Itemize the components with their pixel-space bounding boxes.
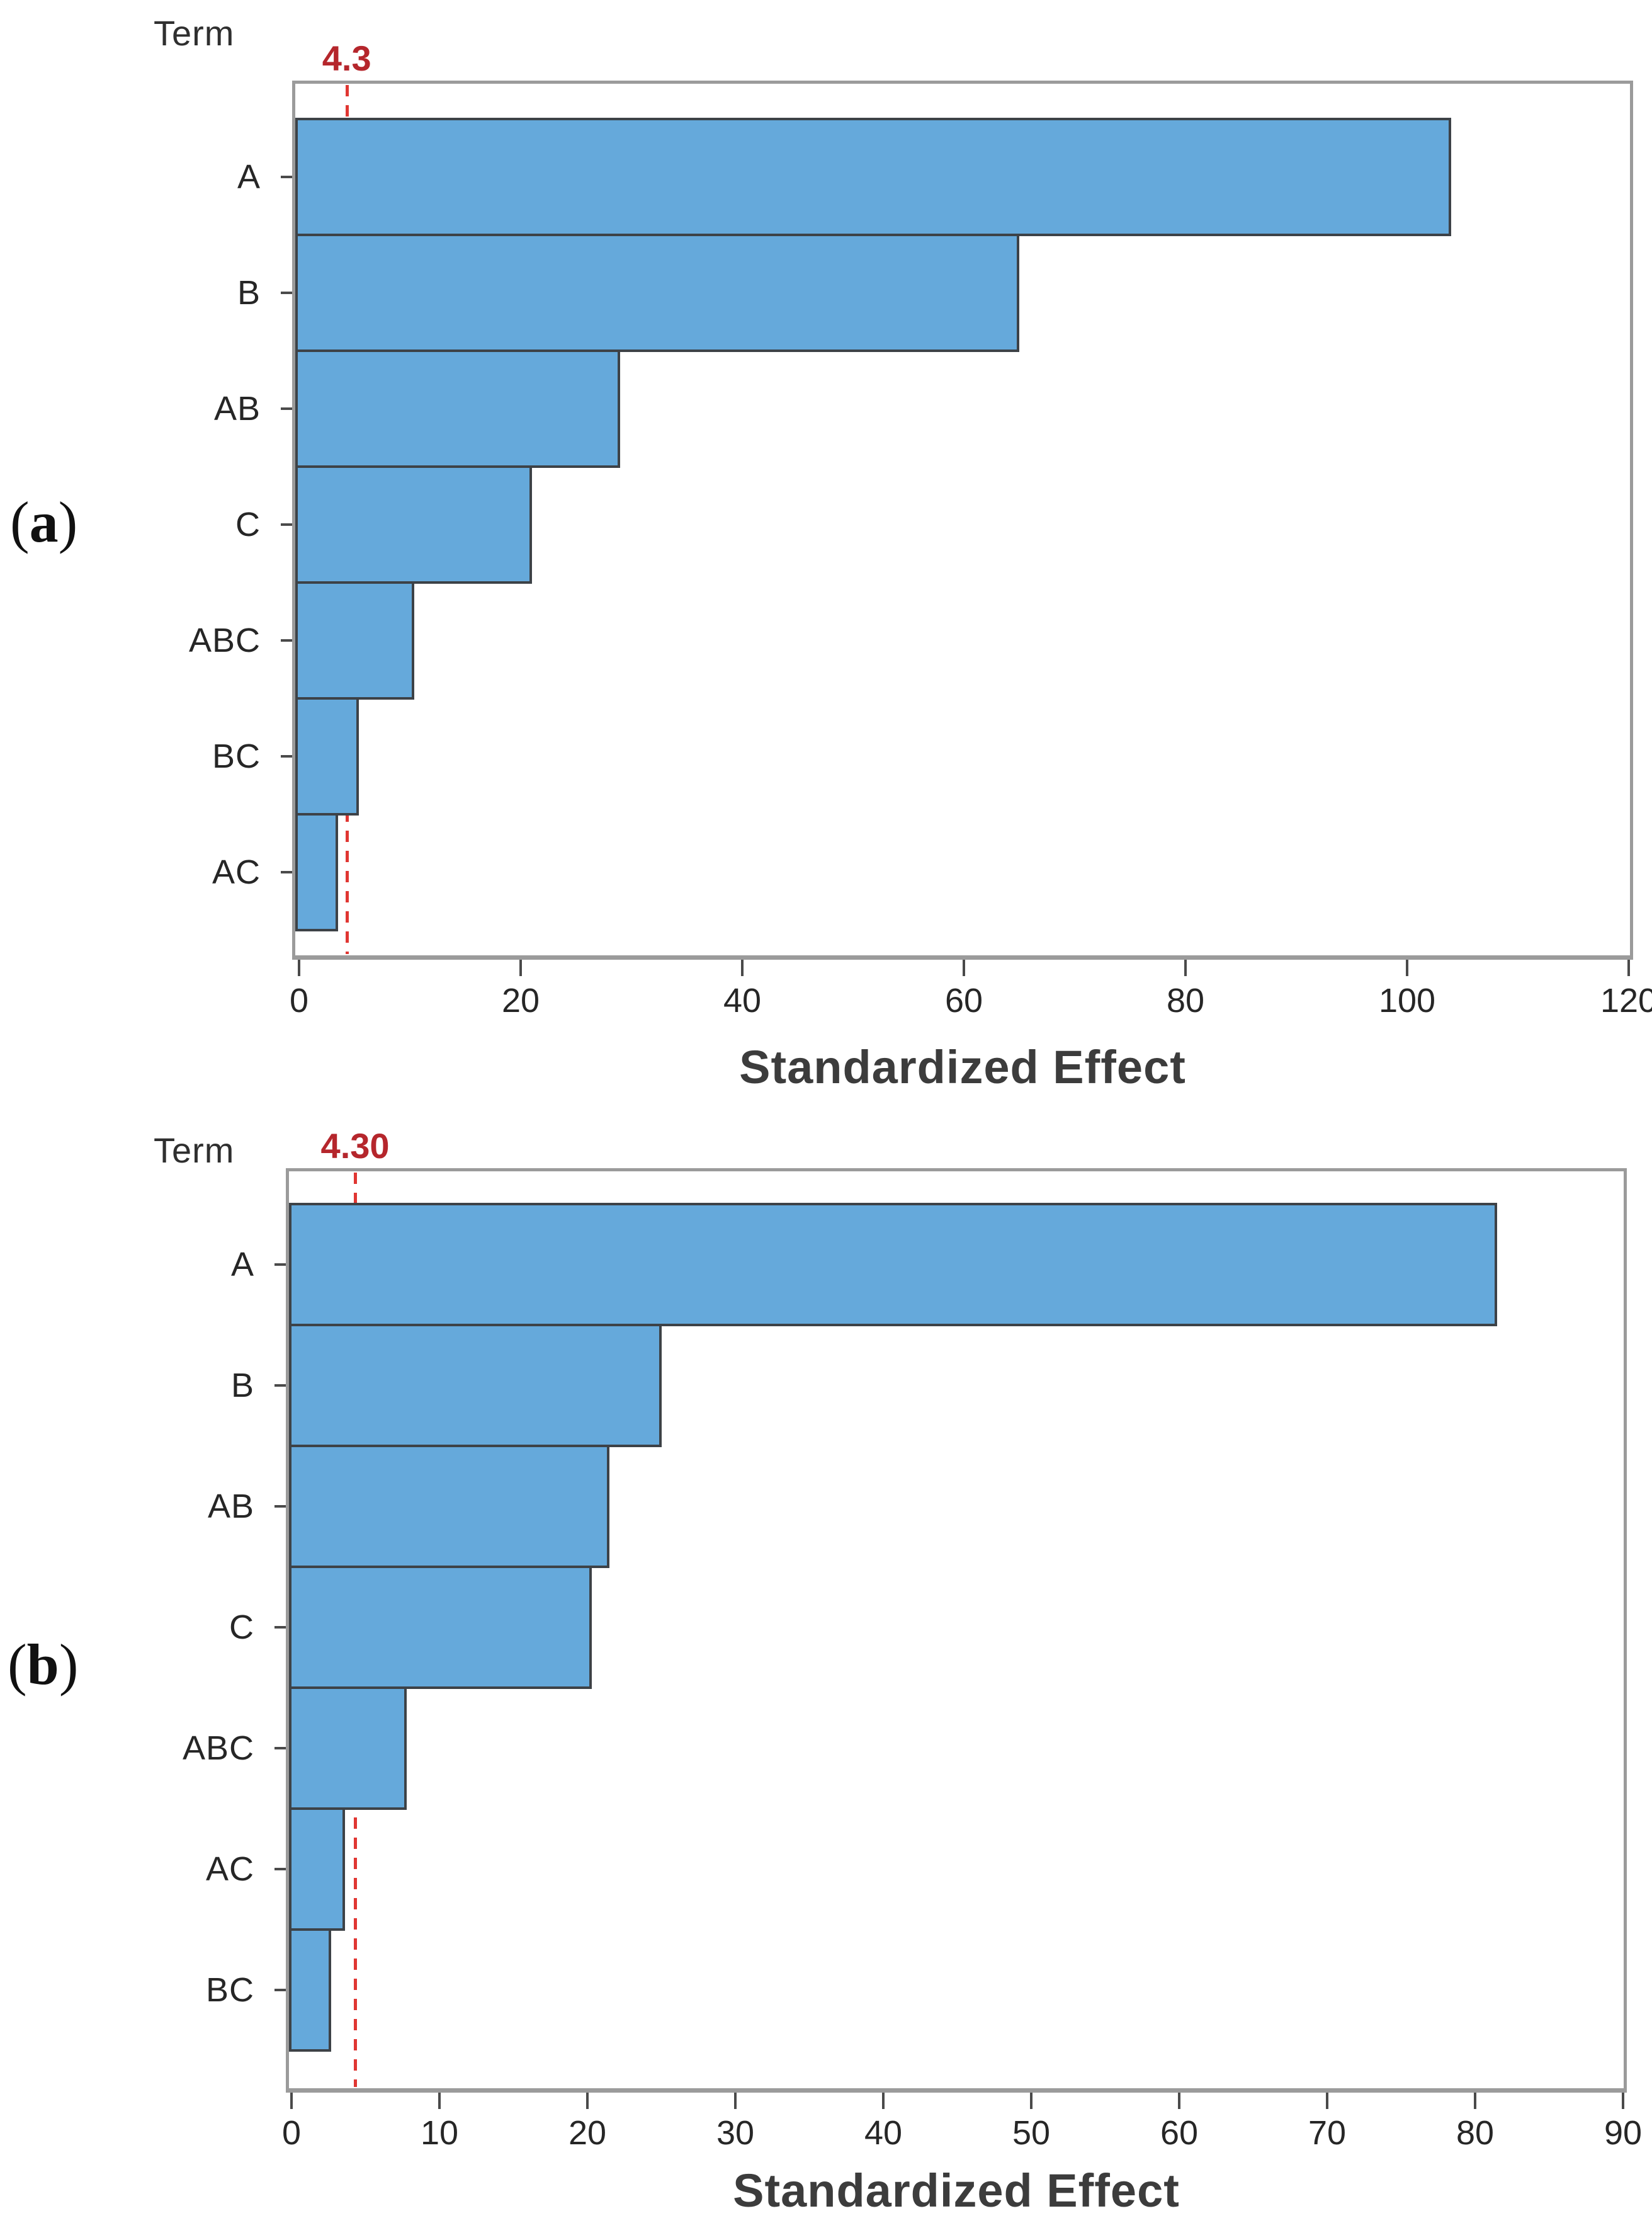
x-axis-tick-label: 100 <box>1378 982 1436 1020</box>
y-axis-tick <box>281 871 292 873</box>
category-label-c: C <box>229 1608 254 1646</box>
figure-label-paren: ) <box>59 1632 79 1697</box>
x-axis-tick-label: 0 <box>289 982 309 1020</box>
x-axis-tick-label: 40 <box>723 982 762 1020</box>
figure-label-paren: ) <box>58 490 78 554</box>
category-label-bc: BC <box>212 737 261 775</box>
x-axis-tick-label: 120 <box>1600 982 1652 1020</box>
x-axis-tick <box>963 960 965 976</box>
bar-abc <box>295 581 414 700</box>
y-axis-tick <box>274 1989 286 1991</box>
y-axis-tick <box>274 1626 286 1629</box>
bar-bc <box>295 697 359 816</box>
figure-label-paren: ( <box>10 490 30 554</box>
y-axis-tick <box>274 1384 286 1387</box>
category-label-ac: AC <box>212 853 261 891</box>
x-axis-tick <box>1184 960 1187 976</box>
x-axis-tick <box>519 960 522 976</box>
bar-bc <box>289 1928 331 2052</box>
bar-ac <box>289 1807 345 1931</box>
y-axis-tick <box>274 1263 286 1266</box>
y-axis-tick <box>281 292 292 294</box>
y-axis-tick <box>281 639 292 642</box>
x-axis-tick <box>1406 960 1408 976</box>
plot-frame <box>292 81 1633 960</box>
figure-label-paren: ( <box>8 1632 27 1697</box>
y-axis-tick <box>281 523 292 526</box>
figure-label-a: (a) <box>10 489 77 555</box>
x-axis-tick <box>734 2093 737 2109</box>
category-label-b: B <box>237 274 261 312</box>
bar-a <box>295 118 1451 236</box>
x-axis-tick-label: 60 <box>1160 2114 1199 2152</box>
x-axis-tick <box>1178 2093 1180 2109</box>
bar-c <box>289 1566 592 1689</box>
category-label-a: A <box>237 158 261 196</box>
bar-b <box>295 234 1019 352</box>
x-axis-tick-label: 70 <box>1308 2114 1347 2152</box>
x-axis-tick-label: 20 <box>568 2114 607 2152</box>
y-axis-tick <box>281 407 292 410</box>
x-axis-tick-label: 10 <box>420 2114 459 2152</box>
x-axis-title: Standardized Effect <box>739 1041 1186 1093</box>
x-axis-tick-label: 20 <box>501 982 540 1020</box>
x-axis-tick-label: 50 <box>1012 2114 1051 2152</box>
bar-ab <box>295 350 620 468</box>
x-axis-tick <box>1030 2093 1032 2109</box>
bar-b <box>289 1324 662 1447</box>
bar-ab <box>289 1445 609 1568</box>
plot-frame <box>286 1168 1627 2093</box>
category-label-bc: BC <box>205 1971 254 2009</box>
y-axis-tick <box>281 755 292 758</box>
x-axis-tick <box>882 2093 885 2109</box>
y-axis-title: Term <box>154 13 235 53</box>
bar-c <box>295 465 532 584</box>
figure-label-letter: a <box>29 490 59 554</box>
x-axis-tick <box>1627 960 1630 976</box>
x-axis-tick <box>586 2093 589 2109</box>
figure-label-b: (b) <box>8 1631 78 1698</box>
category-label-abc: ABC <box>188 622 261 659</box>
x-axis-tick <box>1622 2093 1624 2109</box>
y-axis-tick <box>274 1747 286 1749</box>
y-axis-title: Term <box>154 1130 235 1170</box>
x-axis-tick-label: 0 <box>281 2114 302 2152</box>
reference-line-label: 4.30 <box>320 1126 390 1166</box>
x-axis-tick <box>290 2093 293 2109</box>
category-label-abc: ABC <box>182 1729 254 1767</box>
y-axis-tick <box>274 1868 286 1870</box>
reference-line-label: 4.3 <box>322 38 371 78</box>
figure-label-letter: b <box>26 1632 59 1697</box>
x-axis-tick <box>1326 2093 1328 2109</box>
x-axis-tick-label: 90 <box>1604 2114 1643 2152</box>
category-label-ab: AB <box>207 1487 254 1525</box>
category-label-a: A <box>230 1246 254 1283</box>
x-axis-tick <box>741 960 744 976</box>
x-axis-tick <box>438 2093 441 2109</box>
bar-a <box>289 1203 1497 1326</box>
y-axis-tick <box>274 1505 286 1508</box>
x-axis-tick <box>1474 2093 1476 2109</box>
x-axis-tick-label: 30 <box>716 2114 755 2152</box>
category-label-ac: AC <box>205 1850 254 1888</box>
x-axis-tick-label: 80 <box>1456 2114 1495 2152</box>
x-axis-title: Standardized Effect <box>733 2164 1180 2217</box>
x-axis-tick-label: 40 <box>864 2114 903 2152</box>
x-axis-tick <box>298 960 300 976</box>
x-axis-tick-label: 60 <box>944 982 983 1020</box>
category-label-c: C <box>235 506 261 543</box>
bar-abc <box>289 1686 407 1810</box>
x-axis-tick-label: 80 <box>1166 982 1205 1020</box>
category-label-b: B <box>230 1367 254 1404</box>
y-axis-tick <box>281 176 292 178</box>
category-label-ab: AB <box>213 390 261 428</box>
bar-ac <box>295 813 338 931</box>
